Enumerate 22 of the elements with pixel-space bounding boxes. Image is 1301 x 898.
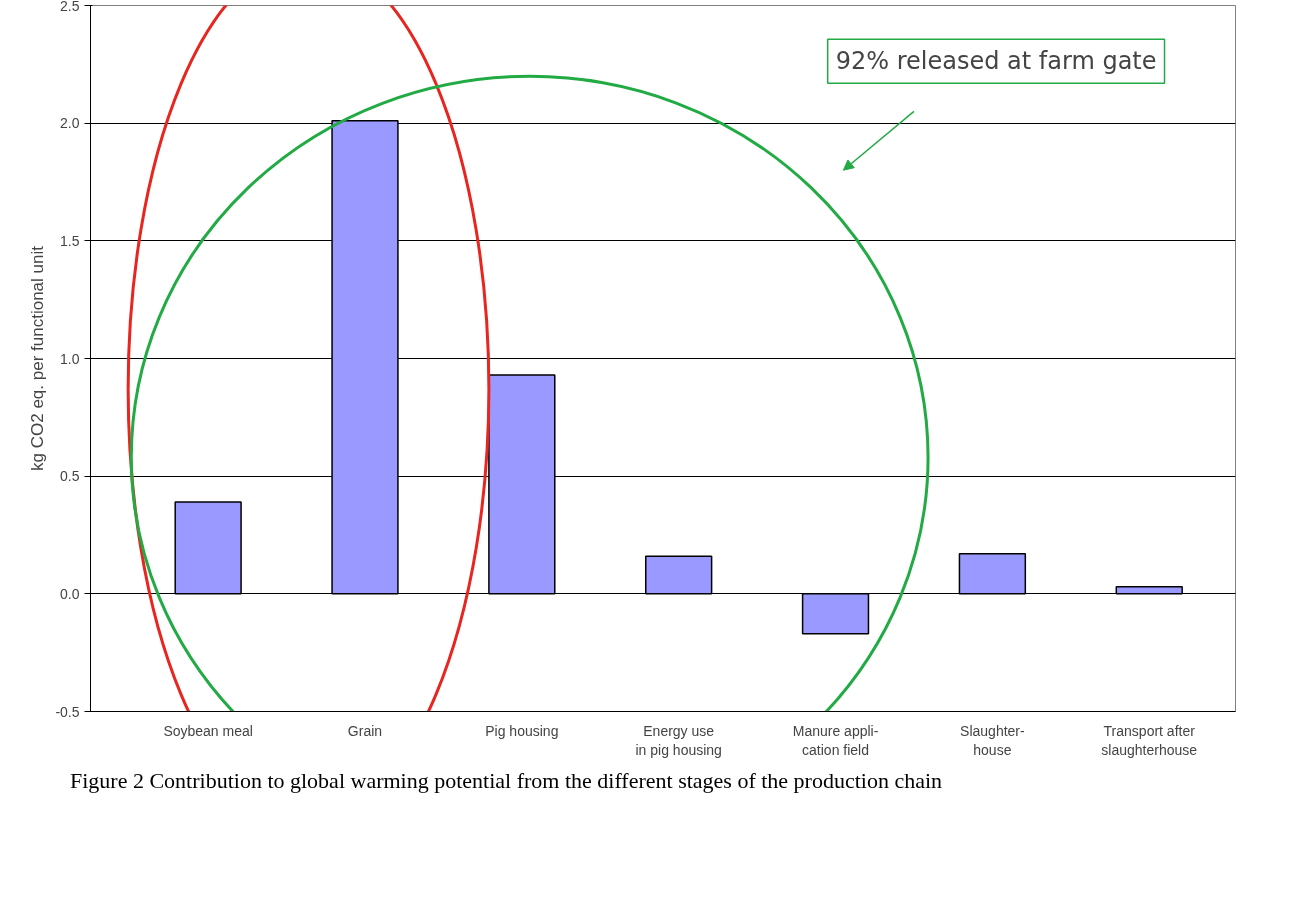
x-tick-label: Pig housing: [485, 722, 559, 739]
y-tick-label: 1.5: [60, 232, 80, 249]
y-tick-label: 2.0: [60, 115, 80, 132]
y-tick-label: -0.5: [55, 703, 80, 720]
x-tick-label: Slaughter- house: [960, 722, 1026, 758]
y-tick-label: 0.5: [60, 468, 80, 485]
bar: [645, 555, 713, 595]
bar: [958, 553, 1027, 595]
y-tick-label: 1.0: [60, 350, 80, 367]
bar: [1115, 586, 1183, 595]
x-tick-label: Manure appli- cation field: [792, 722, 879, 758]
y-tick-label: 2.5: [60, 0, 80, 14]
annotation: 92% released at farm gate: [835, 47, 1157, 76]
x-tick-label: Transport after slaughterhouse: [1101, 722, 1198, 758]
y-axis-title: kg CO2 eq. per functional unit: [28, 245, 48, 471]
x-tick-label: Grain: [347, 722, 383, 739]
y-tick-label: 0.0: [60, 585, 80, 602]
bar: [174, 501, 242, 595]
x-tick-label: Soybean meal: [163, 722, 253, 739]
bar: [801, 593, 870, 635]
x-tick-label: Energy use in pig housing: [635, 722, 722, 758]
caption: Figure 2 Contribution to global warming potential from the different stages of the production chain: [70, 767, 943, 795]
